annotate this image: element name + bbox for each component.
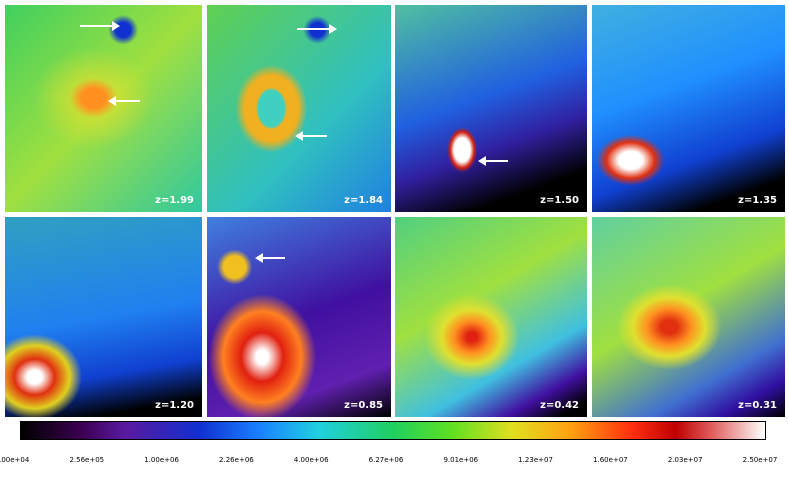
redshift-label: z=1.99 [155, 195, 194, 206]
sim-panel: z=0.42 [395, 217, 587, 417]
redshift-label: z=0.85 [344, 400, 383, 411]
colorbar-tick-label: 1.00e+06 [144, 456, 179, 464]
colorbar-tick-label: 2.56e+05 [69, 456, 105, 464]
sim-panel: z=0.85 [207, 217, 391, 417]
sim-panel: z=1.84 [207, 5, 391, 212]
sim-panel: z=1.20 [5, 217, 202, 417]
colorbar [20, 421, 766, 440]
sim-panel: z=1.99 [5, 5, 202, 212]
colorbar-tick-label: 2.50e+07 [742, 456, 778, 464]
redshift-label: z=1.84 [344, 195, 383, 206]
arrow [297, 24, 337, 34]
sim-panel: z=0.31 [592, 217, 785, 417]
redshift-label: z=0.42 [540, 400, 579, 411]
colorbar-tick-label: 4.00e+06 [293, 456, 329, 464]
arrow [255, 253, 285, 263]
colorbar-tick-label: 6.27e+06 [368, 456, 404, 464]
sim-panel: z=1.50 [395, 5, 587, 212]
arrow [295, 131, 327, 141]
redshift-label: z=0.31 [738, 400, 777, 411]
colorbar-tick-label: 1.23e+07 [518, 456, 553, 464]
redshift-label: z=1.20 [155, 400, 194, 411]
redshift-label: z=1.50 [540, 195, 579, 206]
colorbar-tick-label: 9.01e+06 [443, 456, 479, 464]
arrow [478, 156, 508, 166]
arrow [108, 96, 140, 106]
redshift-label: z=1.35 [738, 195, 777, 206]
colorbar-tick-label: 1.00e+04 [0, 456, 30, 464]
arrow [80, 21, 120, 31]
colorbar-tick-label: 1.60e+07 [593, 456, 628, 464]
colorbar-tick-label: 2.03e+07 [667, 456, 703, 464]
sim-panel: z=1.35 [592, 5, 785, 212]
colorbar-tick-label: 2.26e+06 [219, 456, 254, 464]
